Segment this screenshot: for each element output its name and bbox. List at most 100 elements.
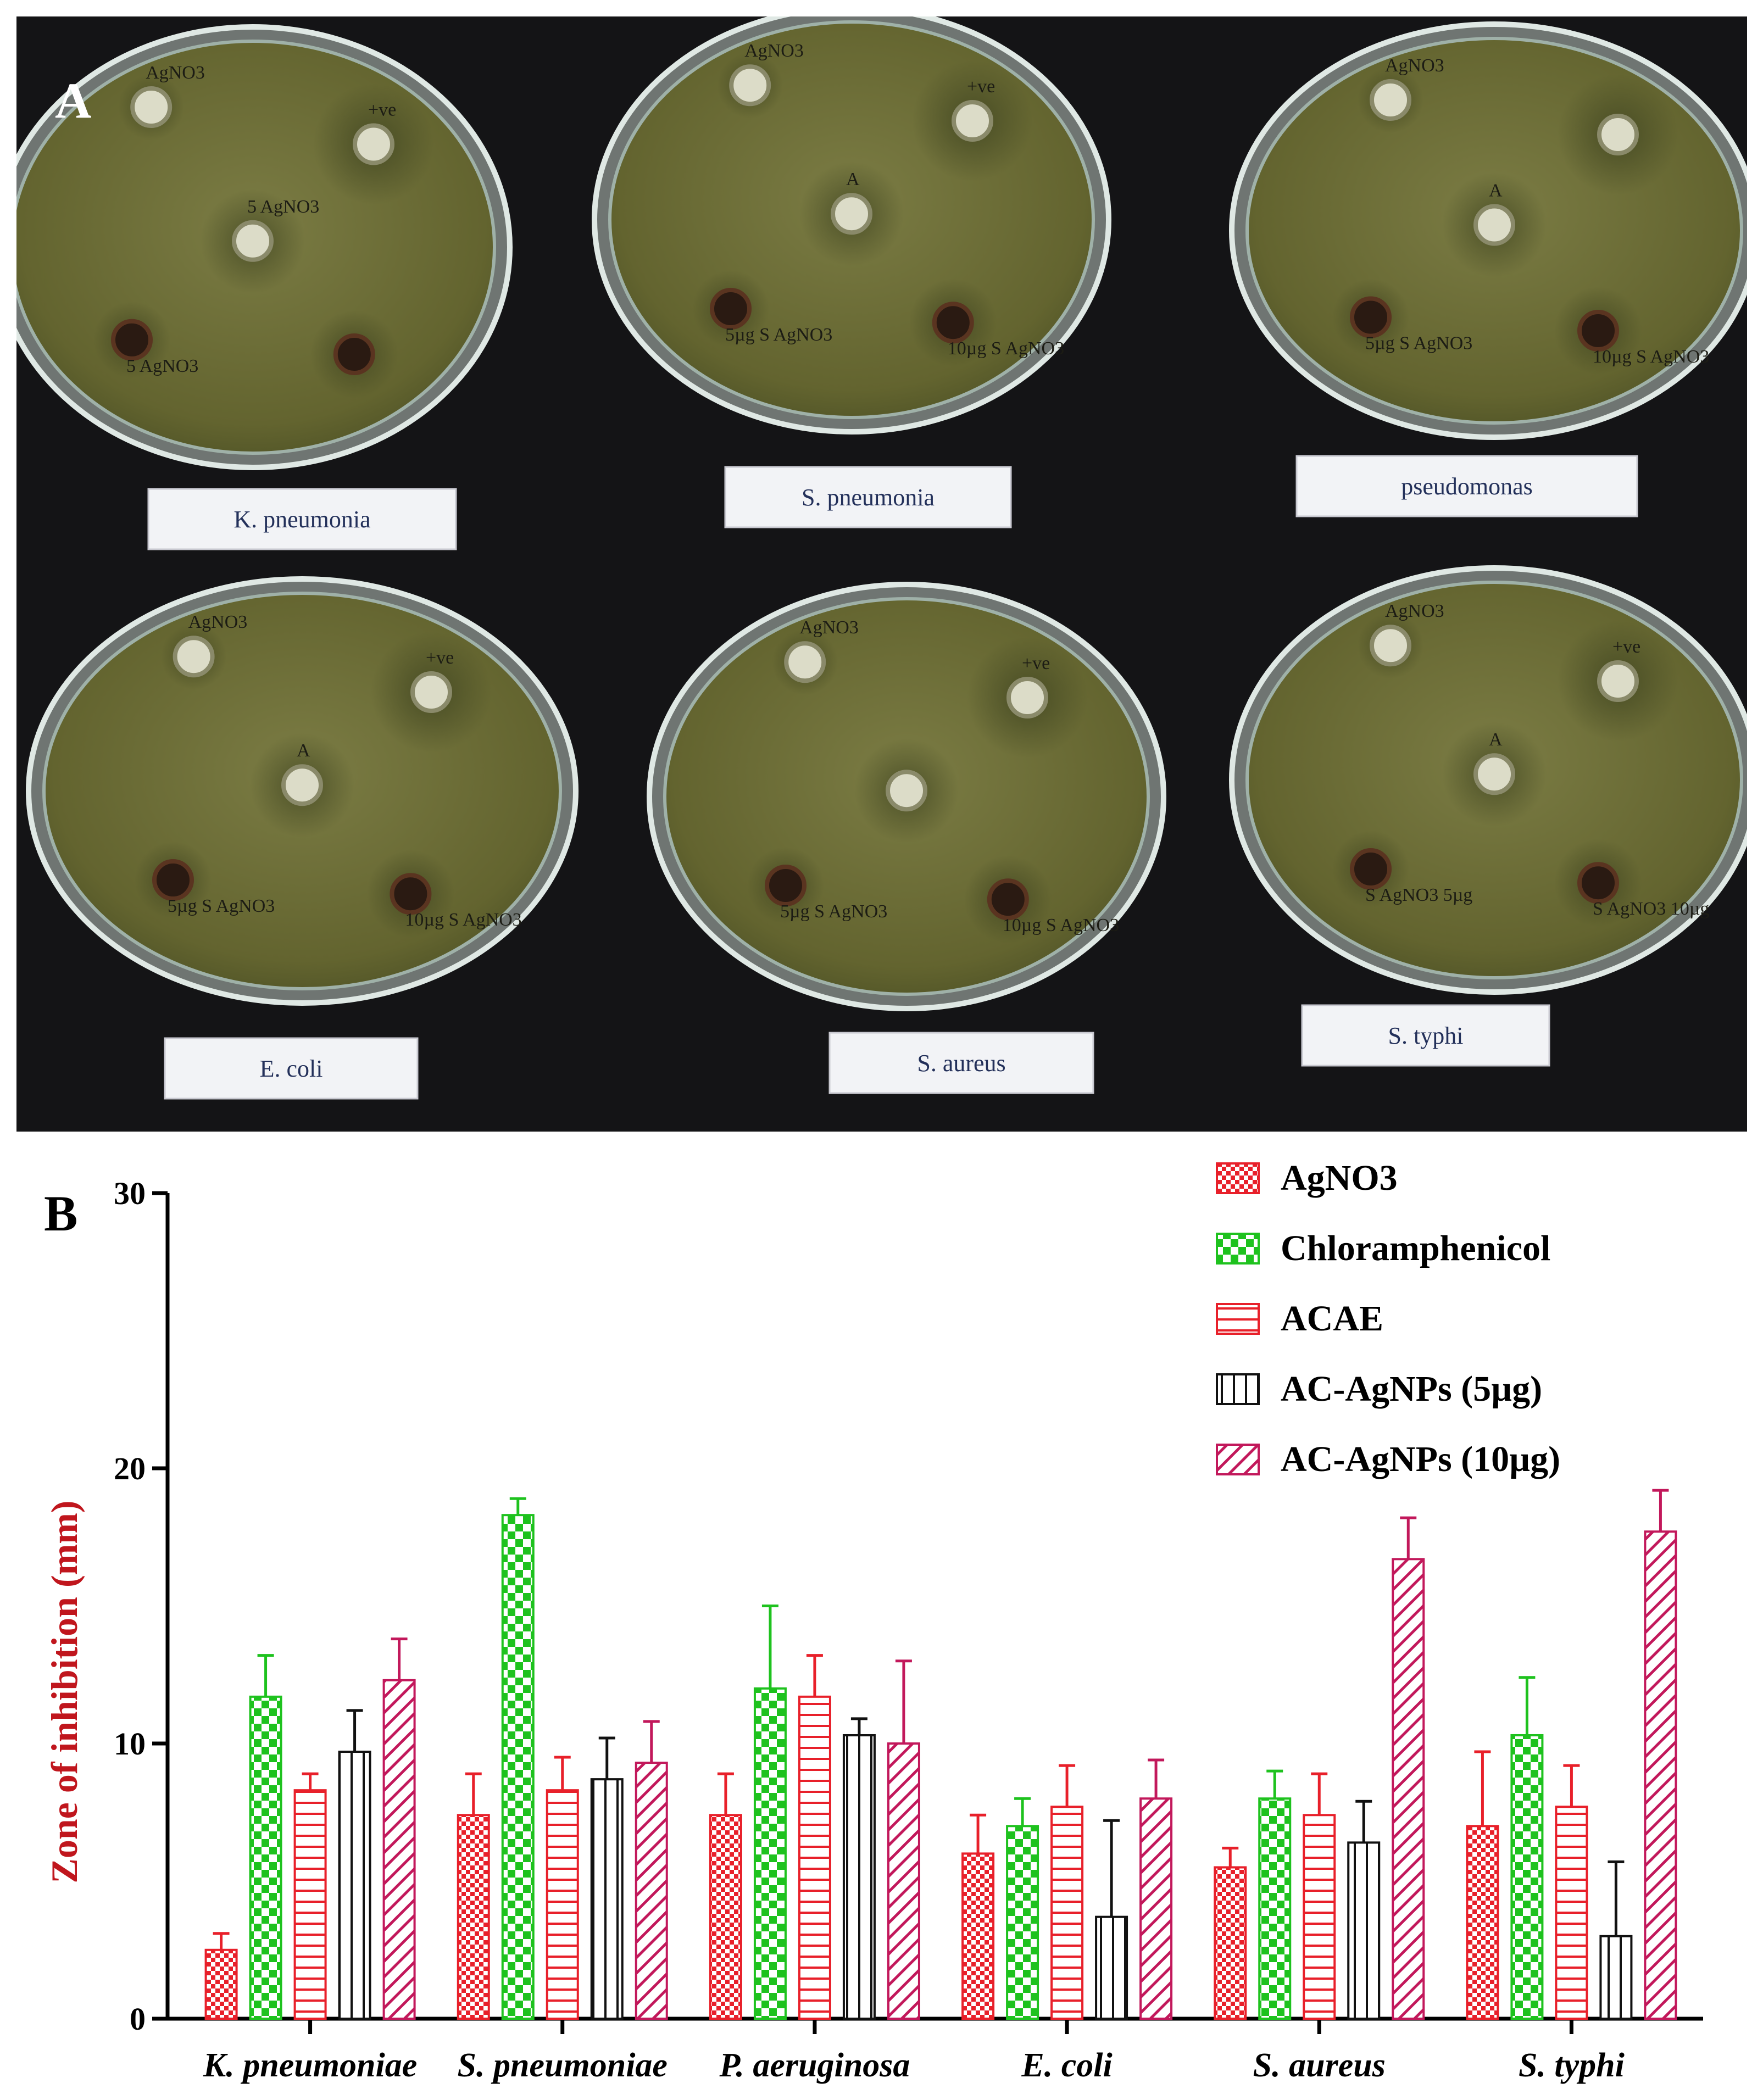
- agar-plates-photo: AgNO3 +ve 5 AgNO3 5 AgNO3 K. pneumonia AgNO3 +…: [16, 16, 1747, 1132]
- well-annotation: 5µg S AgNO3: [168, 896, 275, 916]
- bar: [961, 1852, 995, 2020]
- agar-well: [1473, 204, 1515, 246]
- bar: [1392, 1558, 1425, 2020]
- legend-swatch: [1216, 1233, 1260, 1265]
- petri-dish: AgNO3 +ve 5µg S AgNO3 10µg S AgNO3: [647, 582, 1166, 1011]
- legend-item: AC-AgNPs (10µg): [1216, 1439, 1560, 1479]
- x-tick-label: P. aeruginosa: [719, 2047, 910, 2084]
- x-tick-label: S. pneumoniae: [458, 2047, 668, 2084]
- well-annotation: +ve: [1022, 653, 1050, 673]
- well-annotation: AgNO3: [1385, 55, 1444, 76]
- x-tick-label: S. aureus: [1253, 2047, 1386, 2084]
- plate-label-text: E. coli: [260, 1055, 323, 1082]
- bar: [338, 1751, 371, 2020]
- legend-item: ACAE: [1216, 1299, 1383, 1339]
- bar: [1006, 1825, 1039, 2020]
- plate-label-text: S. typhi: [1388, 1022, 1464, 1049]
- chart-legend: AgNO3 Chloramphenicol ACAE AC-AgNPs (5µg) AC…: [1216, 1158, 1560, 1479]
- legend-swatch: [1216, 1444, 1260, 1475]
- agar-well: [353, 123, 394, 165]
- plate-label: S. pneumonia: [724, 466, 1012, 528]
- agar-well: [1370, 625, 1411, 667]
- well-annotation: 10µg S AgNO3: [405, 910, 521, 930]
- bar: [501, 1514, 535, 2020]
- bar: [590, 1778, 624, 2020]
- bar-chart-svg: B Zone of inhibition (mm) 0 10 20 30 K. pneu…: [43, 1158, 1703, 2084]
- x-tick-label: S. typhi: [1519, 2047, 1625, 2084]
- well-annotation: +ve: [426, 648, 454, 668]
- agar-plates-illustration: AgNO3 +ve 5 AgNO3 5 AgNO3 K. pneumonia AgNO3 +…: [16, 16, 1747, 1100]
- agar-well: [1597, 114, 1639, 155]
- bar: [842, 1734, 876, 2020]
- petri-dish: AgNO3 +ve A S AgNO3 5µg S AgNO3 10µg: [1229, 565, 1747, 995]
- plate-label: K. pneumonia: [147, 488, 457, 550]
- well-annotation: 5µg S AgNO3: [780, 901, 887, 922]
- agar-well: [1597, 660, 1639, 702]
- legend-item: Chloramphenicol: [1216, 1228, 1550, 1268]
- well-annotation: A: [1489, 181, 1503, 201]
- legend-label: Chloramphenicol: [1281, 1228, 1550, 1268]
- plate-label: S. typhi: [1301, 1004, 1550, 1067]
- bar: [1050, 1806, 1084, 2020]
- bar: [1347, 1841, 1381, 2020]
- bar: [1095, 1915, 1128, 2020]
- bar: [1599, 1935, 1633, 2020]
- bar: [249, 1695, 282, 2020]
- agar-well: [1370, 79, 1411, 121]
- well-annotation: 10µg S AgNO3: [1593, 347, 1709, 367]
- petri-dish: AgNO3 +ve 5 AgNO3 5 AgNO3: [16, 24, 513, 470]
- legend-label: ACAE: [1281, 1299, 1383, 1339]
- x-tick-label: E. coli: [1021, 2047, 1112, 2084]
- agar-well: [932, 302, 974, 344]
- agar-well: [232, 220, 274, 262]
- agar-well: [173, 636, 215, 678]
- plate-label-text: S. aureus: [917, 1050, 1005, 1077]
- well-annotation: AgNO3: [744, 41, 804, 61]
- bar: [546, 1789, 579, 2020]
- zone-of-inhibition-chart: B Zone of inhibition (mm) 0 10 20 30 K. pneu…: [0, 1132, 1763, 2097]
- label-paper: [828, 1032, 1094, 1094]
- chart-bars: [204, 1489, 1677, 2020]
- agar-well: [111, 319, 153, 361]
- bar: [1466, 1825, 1499, 2020]
- well-annotation: S AgNO3 5µg: [1365, 885, 1472, 905]
- bar: [457, 1814, 490, 2020]
- agar-well: [333, 333, 375, 375]
- bar: [1258, 1797, 1292, 2020]
- agar-well: [952, 100, 993, 142]
- petri-dish: AgNO3 A 5µg S AgNO3 10µg S AgNO3: [1229, 21, 1747, 440]
- well-annotation: 5µg S AgNO3: [1365, 333, 1472, 354]
- label-paper: [164, 1037, 419, 1100]
- bar: [709, 1814, 742, 2020]
- well-annotation: +ve: [368, 100, 396, 120]
- agar-well: [886, 770, 927, 812]
- bar: [1555, 1806, 1588, 2020]
- well-annotation: 5 AgNO3: [126, 356, 198, 376]
- y-tick-label: 0: [130, 2001, 146, 2037]
- y-tick-label: 20: [114, 1451, 146, 1486]
- y-tick-label: 10: [114, 1726, 146, 1762]
- well-annotation: +ve: [967, 76, 995, 97]
- agar-well: [1577, 862, 1619, 904]
- plate-label-text: K. pneumonia: [233, 506, 370, 533]
- label-paper: [1301, 1004, 1550, 1067]
- plate-label-text: pseudomonas: [1401, 473, 1533, 500]
- well-annotation: AgNO3: [146, 63, 205, 83]
- legend-item: AC-AgNPs (5µg): [1216, 1369, 1542, 1409]
- agar-well: [410, 671, 452, 713]
- label-paper: [1295, 455, 1638, 517]
- well-annotation: 10µg S AgNO3: [1003, 915, 1119, 935]
- bar: [382, 1679, 416, 2020]
- agar-well: [1350, 296, 1392, 338]
- legend-label: AC-AgNPs (5µg): [1281, 1369, 1542, 1409]
- well-annotation: AgNO3: [1385, 601, 1444, 621]
- bar: [204, 1948, 238, 2020]
- legend-swatch: [1216, 1303, 1260, 1335]
- plate-label-text: S. pneumonia: [802, 484, 935, 511]
- bar: [753, 1687, 787, 2020]
- well-annotation: 10µg S AgNO3: [948, 338, 1064, 359]
- y-axis-label: Zone of inhibition (mm): [43, 1500, 85, 1883]
- legend-label: AgNO3: [1281, 1158, 1398, 1198]
- agar-well: [130, 86, 173, 128]
- agar-well: [1577, 310, 1619, 352]
